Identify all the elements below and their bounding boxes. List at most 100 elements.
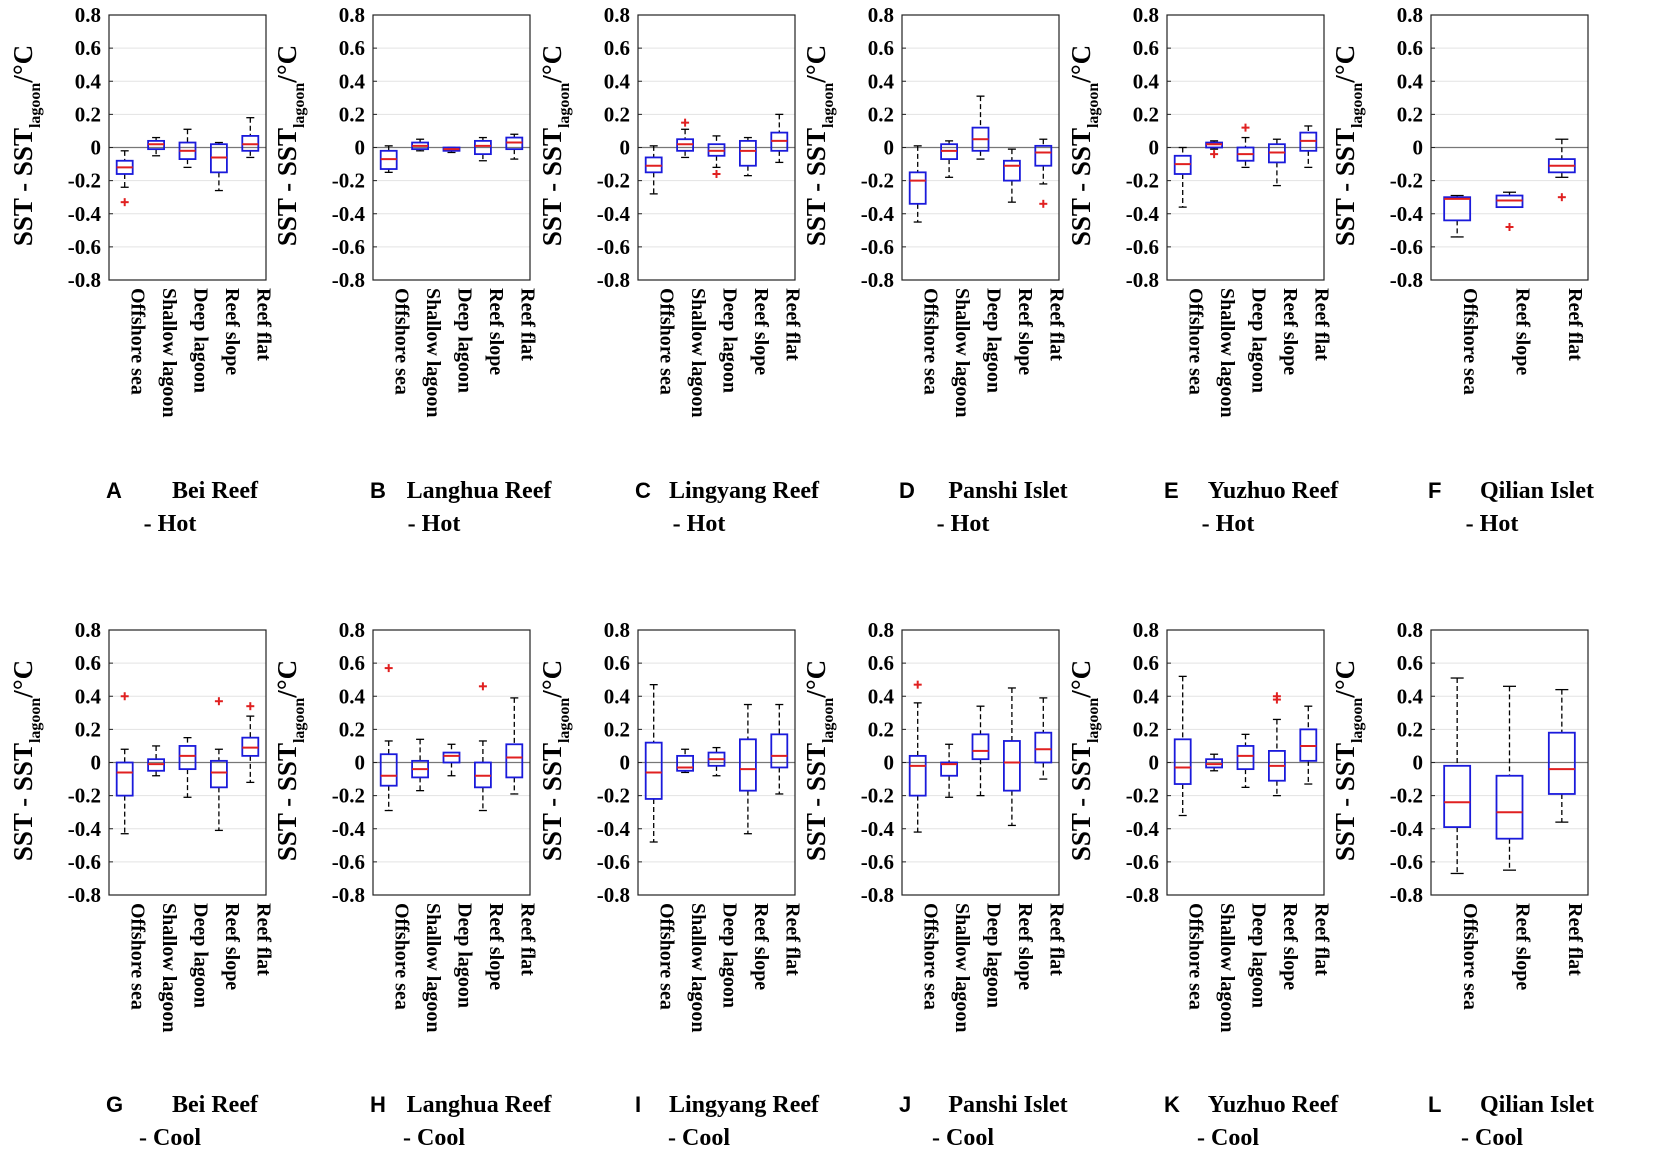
category-label: Deep lagoon <box>719 903 741 1008</box>
y-axis-label-main: SST - SST <box>537 128 567 246</box>
y-tick-label: 0 <box>91 751 102 775</box>
y-tick-label: -0.6 <box>1126 235 1159 259</box>
category-label: Reef slope <box>1279 903 1301 990</box>
outlier-marker <box>1557 193 1566 202</box>
box-3 <box>442 743 461 777</box>
box-2 <box>411 738 430 792</box>
y-axis-label-unit: /°C <box>8 45 38 84</box>
category-label: Offshore sea <box>127 288 149 395</box>
y-tick-label: 0.2 <box>339 102 365 126</box>
y-tick-label: 0.6 <box>604 36 630 60</box>
y-tick-label: 0.8 <box>75 618 101 642</box>
y-tick-label: -0.4 <box>332 817 366 841</box>
box-3 <box>1547 138 1576 202</box>
y-axis-label: SST - SSTlagoon/°C <box>1330 45 1366 246</box>
y-axis-label-unit: /°C <box>272 45 302 84</box>
panel-title-line2: - Cool <box>139 1125 201 1151</box>
y-tick-label: 0.8 <box>604 3 630 27</box>
y-tick-label: -0.2 <box>597 169 630 193</box>
box-3 <box>707 135 726 178</box>
y-tick-label: 0.8 <box>1133 3 1159 27</box>
box-4 <box>1268 692 1286 797</box>
panel-title-line1: Langhua Reef <box>407 1092 553 1118</box>
y-tick-label: -0.8 <box>332 268 365 292</box>
iqr-box <box>644 741 663 800</box>
category-label: Reef slope <box>750 288 772 375</box>
category-label: Shallow lagoon <box>422 903 444 1032</box>
y-axis-label-sub: lagoon <box>27 83 44 128</box>
y-tick-label: 0.4 <box>75 69 102 93</box>
iqr-box <box>676 754 694 772</box>
y-tick-label: -0.8 <box>1390 268 1423 292</box>
y-tick-label: -0.4 <box>861 817 895 841</box>
y-tick-label: 0.2 <box>868 102 894 126</box>
y-tick-label: -0.8 <box>1390 883 1423 907</box>
iqr-box <box>1547 731 1576 795</box>
box-2 <box>1205 140 1223 159</box>
panel-title-line2: - Hot <box>937 511 990 537</box>
category-label: Shallow lagoon <box>1216 903 1238 1032</box>
box-5 <box>1299 705 1318 785</box>
outlier-marker <box>1039 199 1048 208</box>
y-tick-label: 0.8 <box>339 618 365 642</box>
panel-l: 0.8 0.6 0.4 0.2 0 -0.2 -0.4 -0.6 -0.8 SST - SSTla… <box>1330 618 1594 1151</box>
panel-g: 0.8 0.6 0.4 0.2 0 -0.2 -0.4 -0.6 -0.8 SST - SSTla… <box>8 618 274 1151</box>
iqr-box <box>1443 196 1472 222</box>
box-2 <box>676 118 694 159</box>
y-tick-label: -0.4 <box>332 202 366 226</box>
y-axis-label-unit: /°C <box>801 660 831 699</box>
y-tick-label: 0.8 <box>1397 3 1423 27</box>
category-label: Deep lagoon <box>454 903 476 1008</box>
box-4 <box>1003 148 1021 203</box>
category-label: Deep lagoon <box>983 903 1005 1008</box>
category-label: Shallow lagoon <box>951 903 973 1032</box>
category-label: Offshore sea <box>920 288 942 395</box>
box-2 <box>411 138 430 152</box>
y-tick-label: 0.8 <box>1397 618 1423 642</box>
box-3 <box>178 737 197 798</box>
outlier-marker <box>913 680 922 689</box>
y-axis-label: SST - SSTlagoon/°C <box>801 45 837 246</box>
box-2 <box>147 136 166 157</box>
panel-title-line2: - Hot <box>144 511 197 537</box>
y-tick-label: -0.4 <box>68 202 102 226</box>
y-tick-label: 0.4 <box>339 69 366 93</box>
category-label: Offshore sea <box>920 903 942 1010</box>
y-tick-label: -0.2 <box>597 784 630 808</box>
y-tick-label: 0.8 <box>868 3 894 27</box>
category-label: Reef flat <box>781 288 803 361</box>
box-2 <box>1495 685 1524 871</box>
box-5 <box>1299 125 1318 169</box>
panel-title-line1: Bei Reef <box>172 1092 259 1118</box>
category-label: Offshore sea <box>656 288 678 395</box>
outlier-marker <box>1272 692 1281 701</box>
iqr-box <box>1236 745 1255 771</box>
outlier-marker <box>478 682 487 691</box>
box-4 <box>739 136 757 177</box>
y-tick-label: -0.6 <box>332 235 365 259</box>
y-tick-label: 0.8 <box>75 3 101 27</box>
box-3 <box>971 95 990 160</box>
y-axis-label-sub: lagoon <box>27 698 44 743</box>
y-tick-label: -0.8 <box>597 883 630 907</box>
y-axis-label-sub: lagoon <box>1349 83 1366 128</box>
panel-letter: K <box>1164 1092 1180 1117</box>
y-tick-label: 0.2 <box>1133 102 1159 126</box>
box-1 <box>1443 677 1472 875</box>
y-tick-label: 0.6 <box>339 36 365 60</box>
y-tick-label: -0.6 <box>68 850 101 874</box>
box-2 <box>676 748 694 774</box>
y-tick-label: -0.8 <box>68 883 101 907</box>
panel-title-line2: - Cool <box>1197 1125 1259 1151</box>
panel-title-line1: Panshi Islet <box>948 1092 1067 1118</box>
y-axis-label-unit: /°C <box>1066 45 1096 84</box>
box-1 <box>908 145 927 223</box>
y-axis-label-unit: /°C <box>8 660 38 699</box>
y-axis-label-unit: /°C <box>1330 660 1360 699</box>
outlier-marker <box>1505 223 1514 231</box>
y-tick-label: -0.2 <box>1126 169 1159 193</box>
panel-b: 0.8 0.6 0.4 0.2 0 -0.2 -0.4 -0.6 -0.8 SST - SSTla… <box>272 3 552 537</box>
panel-c: 0.8 0.6 0.4 0.2 0 -0.2 -0.4 -0.6 -0.8 SST - SSTla… <box>537 3 820 537</box>
panel-i: 0.8 0.6 0.4 0.2 0 -0.2 -0.4 -0.6 -0.8 SST - SSTla… <box>537 618 820 1151</box>
y-axis-label-sub: lagoon <box>820 83 837 128</box>
